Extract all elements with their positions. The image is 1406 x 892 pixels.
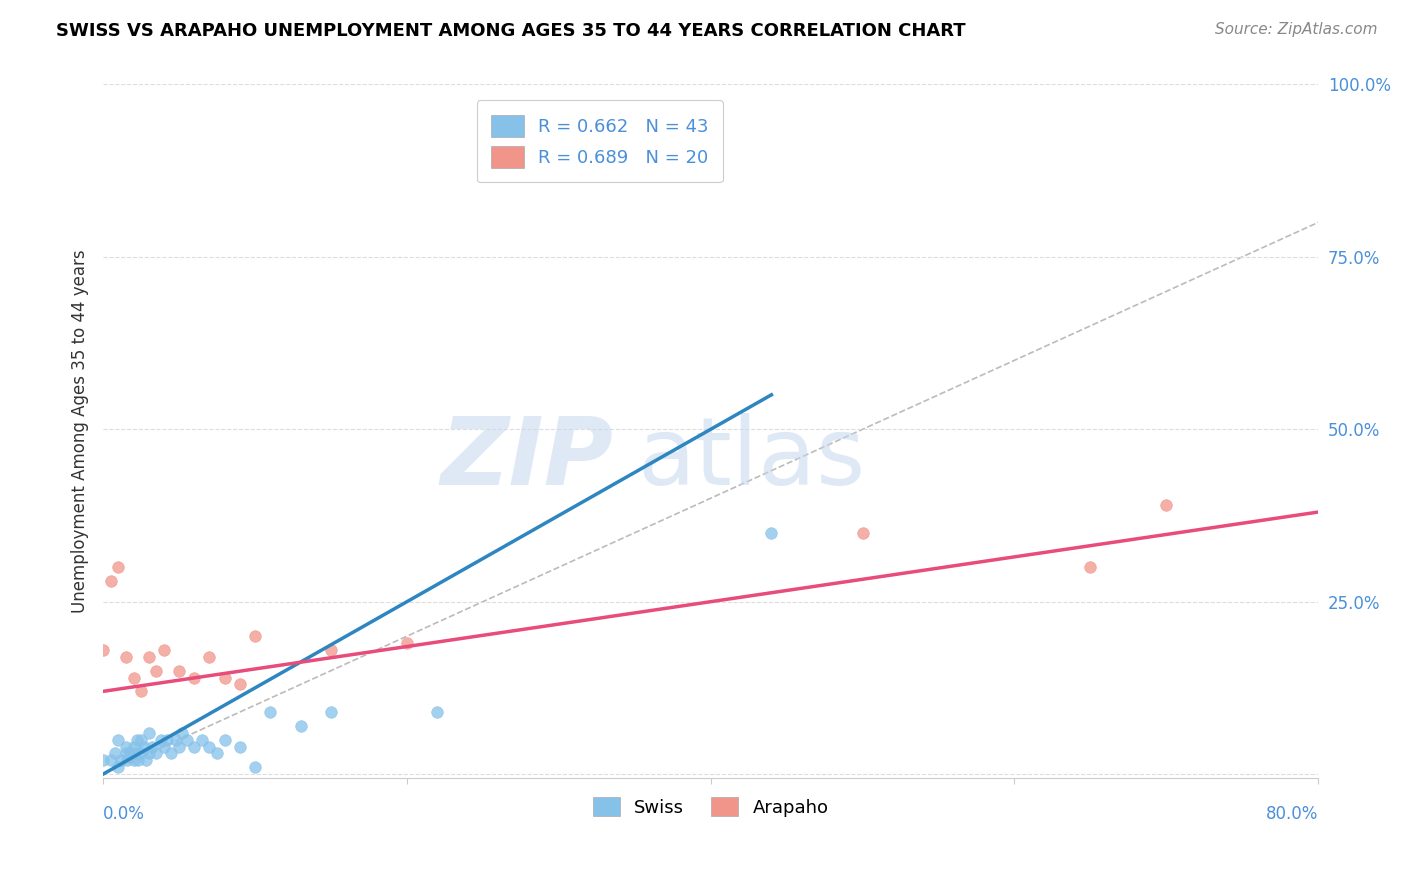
Point	[153, 643, 176, 657]
Point	[138, 747, 160, 761]
Point	[290, 719, 312, 733]
Y-axis label: Unemployment Among Ages 35 to 44 years: Unemployment Among Ages 35 to 44 years	[72, 249, 89, 613]
Point	[91, 753, 114, 767]
Point	[135, 753, 157, 767]
Text: 0.0%: 0.0%	[103, 805, 145, 823]
Point	[100, 574, 122, 588]
Point	[115, 649, 138, 664]
Point	[107, 560, 129, 574]
Point	[129, 732, 152, 747]
Point	[172, 725, 194, 739]
Point	[124, 747, 146, 761]
Point	[1080, 560, 1102, 574]
Point	[205, 747, 228, 761]
Point	[91, 643, 114, 657]
Point	[129, 684, 152, 698]
Point	[141, 739, 163, 754]
Point	[107, 760, 129, 774]
Point	[198, 739, 221, 754]
Point	[120, 747, 142, 761]
Point	[395, 636, 418, 650]
Point	[319, 643, 342, 657]
Point	[214, 671, 236, 685]
Point	[165, 732, 187, 747]
Point	[145, 664, 167, 678]
Point	[319, 705, 342, 719]
Point	[100, 753, 122, 767]
Point	[176, 732, 198, 747]
Point	[122, 671, 145, 685]
Point	[259, 705, 281, 719]
Point	[243, 760, 266, 774]
Point	[156, 732, 179, 747]
Point	[138, 649, 160, 664]
Point	[183, 739, 205, 754]
Point	[110, 753, 132, 767]
Point	[198, 649, 221, 664]
Point	[115, 739, 138, 754]
Point	[117, 753, 139, 767]
Legend: Swiss, Arapaho: Swiss, Arapaho	[585, 790, 837, 824]
Point	[229, 739, 252, 754]
Point	[160, 747, 183, 761]
Point	[167, 739, 190, 754]
Point	[426, 705, 449, 719]
Text: ZIP: ZIP	[440, 413, 613, 505]
Text: 80.0%: 80.0%	[1265, 805, 1319, 823]
Point	[149, 732, 172, 747]
Point	[761, 525, 783, 540]
Point	[1156, 498, 1178, 512]
Text: atlas: atlas	[638, 413, 866, 505]
Point	[125, 732, 148, 747]
Point	[122, 739, 145, 754]
Point	[138, 725, 160, 739]
Point	[129, 747, 152, 761]
Point	[167, 664, 190, 678]
Point	[134, 739, 156, 754]
Point	[191, 732, 214, 747]
Point	[852, 525, 875, 540]
Point	[104, 747, 127, 761]
Point	[122, 753, 145, 767]
Point	[115, 747, 138, 761]
Point	[243, 629, 266, 643]
Point	[107, 732, 129, 747]
Point	[145, 747, 167, 761]
Point	[127, 753, 149, 767]
Text: SWISS VS ARAPAHO UNEMPLOYMENT AMONG AGES 35 TO 44 YEARS CORRELATION CHART: SWISS VS ARAPAHO UNEMPLOYMENT AMONG AGES…	[56, 22, 966, 40]
Point	[229, 677, 252, 691]
Point	[183, 671, 205, 685]
Text: Source: ZipAtlas.com: Source: ZipAtlas.com	[1215, 22, 1378, 37]
Point	[153, 739, 176, 754]
Point	[214, 732, 236, 747]
